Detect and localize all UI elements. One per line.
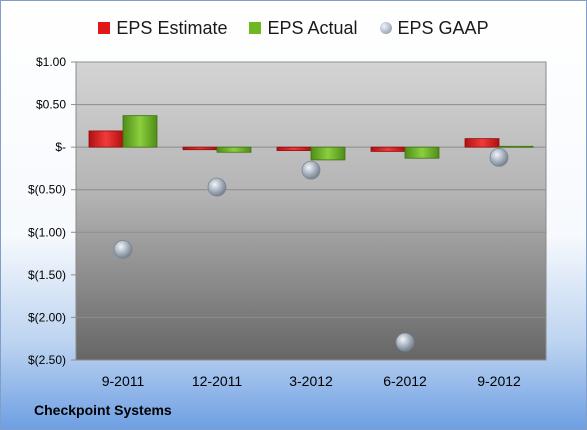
bar-eps-estimate-12-2011	[182, 146, 218, 151]
bar-eps-estimate-9-2012	[464, 138, 500, 148]
company-name: Checkpoint Systems	[34, 402, 172, 418]
bar-eps-actual-9-2011	[122, 115, 158, 148]
marker-eps-gaap-9-2011	[113, 239, 133, 259]
x-category-label: 6-2012	[383, 373, 427, 389]
gaap-markers	[113, 147, 509, 352]
x-category-label: 3-2012	[289, 373, 333, 389]
y-tick-label: $(0.50)	[28, 183, 66, 197]
y-tick-label: $(1.50)	[28, 268, 66, 282]
y-axis: $1.00 $0.50 $- $(0.50) $(1.00) $(1.50) $(2.00)…	[28, 55, 76, 367]
legend-label-eps-actual: EPS Actual	[267, 17, 358, 38]
marker-eps-gaap-9-2012	[489, 147, 509, 167]
y-tick-label: $0.50	[36, 98, 66, 112]
legend-label-eps-gaap: EPS GAAP	[397, 17, 489, 38]
legend-item-eps-gaap: EPS GAAP	[379, 17, 489, 39]
bar-eps-actual-12-2011	[216, 146, 252, 153]
bar-eps-actual-3-2012	[310, 146, 346, 161]
x-category-label: 12-2011	[192, 373, 243, 389]
y-tick-label: $(2.00)	[28, 310, 66, 324]
x-category-label: 9-2012	[477, 373, 521, 389]
bars	[88, 115, 534, 161]
bar-eps-estimate-9-2011	[88, 130, 124, 148]
y-tick-label: $1.00	[36, 55, 66, 69]
legend: EPS Estimate EPS Actual EPS GAAP	[0, 14, 587, 42]
marker-eps-gaap-12-2011	[207, 177, 227, 197]
legend-swatch-eps-actual	[249, 22, 262, 34]
marker-eps-gaap-3-2012	[301, 160, 321, 180]
bar-eps-estimate-3-2012	[276, 146, 312, 151]
x-axis: 9-2011 12-2011 3-2012 6-2012 9-2012	[102, 373, 521, 389]
plot-area	[75, 61, 547, 361]
legend-item-eps-estimate: EPS Estimate	[98, 18, 227, 39]
legend-swatch-eps-gaap	[379, 22, 392, 34]
marker-eps-gaap-6-2012	[395, 332, 415, 352]
x-category-label: 9-2011	[102, 373, 145, 389]
legend-item-eps-actual: EPS Actual	[249, 17, 358, 39]
y-tick-label: $(2.50)	[28, 353, 66, 367]
y-tick-label: $-	[55, 140, 66, 154]
y-tick-label: $(1.00)	[28, 225, 66, 239]
legend-swatch-eps-estimate	[98, 22, 111, 34]
bar-eps-estimate-6-2012	[370, 146, 406, 152]
bar-eps-actual-9-2012	[498, 145, 534, 148]
bar-eps-actual-6-2012	[404, 146, 440, 159]
legend-label-eps-estimate: EPS Estimate	[116, 17, 228, 38]
